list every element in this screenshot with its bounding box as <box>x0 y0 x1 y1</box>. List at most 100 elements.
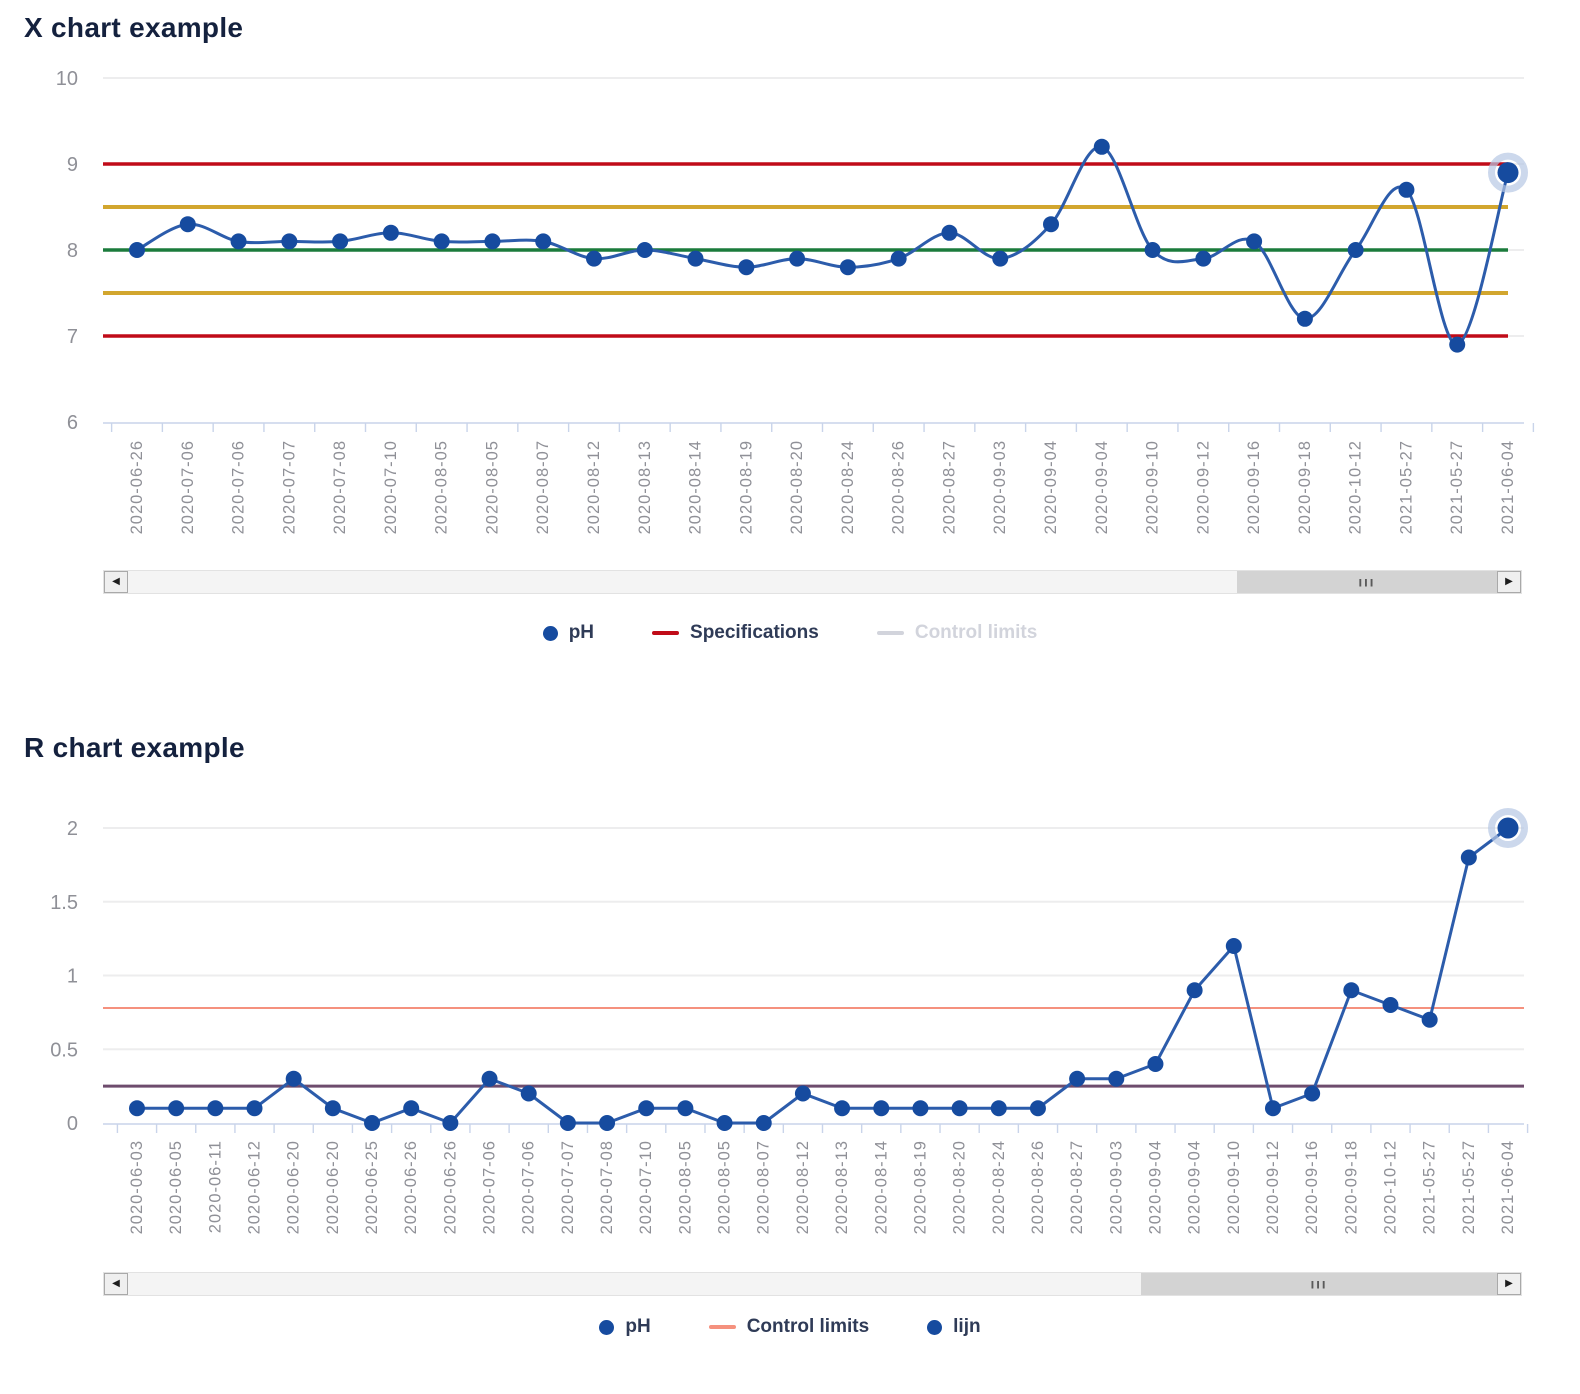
data-point-highlighted[interactable] <box>1497 817 1519 839</box>
y-axis-label: 9 <box>67 154 78 176</box>
x-axis-label: 2020-08-13 <box>833 1140 851 1234</box>
data-point[interactable] <box>281 233 298 250</box>
data-point[interactable] <box>1195 250 1212 267</box>
x-axis-label: 2020-10-12 <box>1347 440 1365 534</box>
data-point[interactable] <box>332 233 349 250</box>
legend-dot-icon <box>542 625 558 641</box>
x-axis-label: 2020-08-26 <box>890 440 908 534</box>
data-point[interactable] <box>1029 1100 1046 1117</box>
data-point[interactable] <box>1398 181 1415 198</box>
data-point[interactable] <box>599 1115 616 1131</box>
data-point[interactable] <box>403 1100 420 1117</box>
r-scrollbar-track[interactable]: III <box>128 1273 1497 1295</box>
data-point[interactable] <box>912 1100 929 1117</box>
data-point[interactable] <box>638 1100 655 1117</box>
data-point[interactable] <box>834 1100 851 1117</box>
legend-item-lijn[interactable]: lijn <box>927 1316 981 1338</box>
r-scroll-right-button[interactable]: ▶ <box>1497 1273 1521 1295</box>
data-point[interactable] <box>687 250 704 267</box>
data-point[interactable] <box>535 233 552 250</box>
legend-item-control-limits[interactable]: Control limits <box>876 622 1037 644</box>
data-point[interactable] <box>484 233 501 250</box>
data-point[interactable] <box>481 1070 498 1087</box>
data-point[interactable] <box>433 233 450 250</box>
data-point[interactable] <box>1304 1085 1321 1102</box>
data-point[interactable] <box>1296 310 1313 327</box>
y-axis-label: 8 <box>67 240 78 262</box>
data-point[interactable] <box>716 1115 733 1131</box>
data-point[interactable] <box>636 242 653 258</box>
data-point[interactable] <box>873 1100 890 1117</box>
data-point[interactable] <box>168 1100 185 1117</box>
data-point[interactable] <box>839 259 856 276</box>
scrollbar-grip-icon: III <box>1358 575 1376 589</box>
data-point[interactable] <box>559 1115 576 1131</box>
data-point[interactable] <box>941 224 958 241</box>
data-point[interactable] <box>1043 216 1059 233</box>
x-axis-label: 2020-06-25 <box>363 1140 381 1234</box>
x-scrollbar-thumb[interactable]: III <box>1236 571 1497 593</box>
x-axis-label: 2020-07-08 <box>598 1140 616 1234</box>
legend-item-specifications[interactable]: Specifications <box>652 622 819 644</box>
data-point[interactable] <box>1264 1100 1281 1117</box>
data-point[interactable] <box>586 250 602 267</box>
data-point[interactable] <box>1382 997 1399 1013</box>
r-scrollbar-thumb[interactable]: III <box>1141 1273 1497 1295</box>
data-point[interactable] <box>1421 1011 1438 1028</box>
x-axis-label: 2020-06-11 <box>206 1140 224 1233</box>
x-axis-label: 2020-07-10 <box>637 1140 655 1234</box>
data-point[interactable] <box>382 224 399 241</box>
data-point[interactable] <box>520 1085 537 1102</box>
x-scroll-left-button[interactable]: ◀ <box>104 571 128 593</box>
x-axis-label: 2020-06-05 <box>167 1140 185 1234</box>
x-axis-label: 2020-08-19 <box>911 1140 929 1234</box>
data-point[interactable] <box>755 1115 772 1131</box>
data-point[interactable] <box>990 1100 1007 1117</box>
legend-line-icon <box>876 631 904 635</box>
data-point-highlighted[interactable] <box>1497 162 1519 184</box>
data-point[interactable] <box>1147 1056 1164 1072</box>
data-point[interactable] <box>246 1100 263 1117</box>
data-point[interactable] <box>207 1100 224 1117</box>
legend-item-ph[interactable]: pH <box>599 1316 651 1338</box>
data-point[interactable] <box>324 1100 341 1117</box>
data-point[interactable] <box>738 259 755 276</box>
x-scroll-right-button[interactable]: ▶ <box>1497 571 1521 593</box>
data-point[interactable] <box>1343 982 1360 999</box>
data-point[interactable] <box>1108 1070 1125 1087</box>
data-point[interactable] <box>442 1115 459 1131</box>
x-axis-label: 2020-08-05 <box>433 440 451 534</box>
data-point[interactable] <box>1069 1070 1086 1087</box>
data-point[interactable] <box>1449 336 1466 353</box>
data-point[interactable] <box>951 1100 968 1117</box>
data-point[interactable] <box>1225 938 1242 954</box>
data-point[interactable] <box>129 242 145 258</box>
data-point[interactable] <box>179 216 196 233</box>
data-point[interactable] <box>890 250 907 267</box>
data-point[interactable] <box>230 233 247 250</box>
data-point[interactable] <box>1347 242 1364 258</box>
legend-item-control-limits[interactable]: Control limits <box>708 1316 869 1338</box>
r-scroll-left-button[interactable]: ◀ <box>104 1273 128 1295</box>
data-point[interactable] <box>285 1070 302 1087</box>
x-axis-label: 2020-09-03 <box>991 440 1009 534</box>
data-point[interactable] <box>992 250 1009 267</box>
right-arrow-icon: ▶ <box>1505 576 1513 587</box>
data-point[interactable] <box>789 250 806 267</box>
data-point[interactable] <box>129 1100 145 1117</box>
data-point[interactable] <box>364 1115 381 1131</box>
data-point[interactable] <box>1144 242 1161 258</box>
legend-item-ph[interactable]: pH <box>542 622 594 644</box>
data-point[interactable] <box>1186 982 1203 999</box>
data-point[interactable] <box>677 1100 694 1117</box>
data-point[interactable] <box>1246 233 1263 250</box>
x-scrollbar-track[interactable]: III <box>128 571 1497 593</box>
legend-line-icon <box>708 1325 736 1329</box>
data-point[interactable] <box>1093 138 1110 155</box>
data-point[interactable] <box>1460 849 1477 866</box>
data-point[interactable] <box>794 1085 811 1102</box>
r-chart-plot[interactable]: 2 1.5 1 0.5 0 2020-06-03 2020-06-05 2020-06-11 2… <box>0 770 1580 1260</box>
x-chart-plot[interactable]: 10 9 8 7 6 2020-06-26 2020-07-06 2020-07-06 2020… <box>0 60 1580 560</box>
legend-label: pH <box>625 1316 651 1337</box>
